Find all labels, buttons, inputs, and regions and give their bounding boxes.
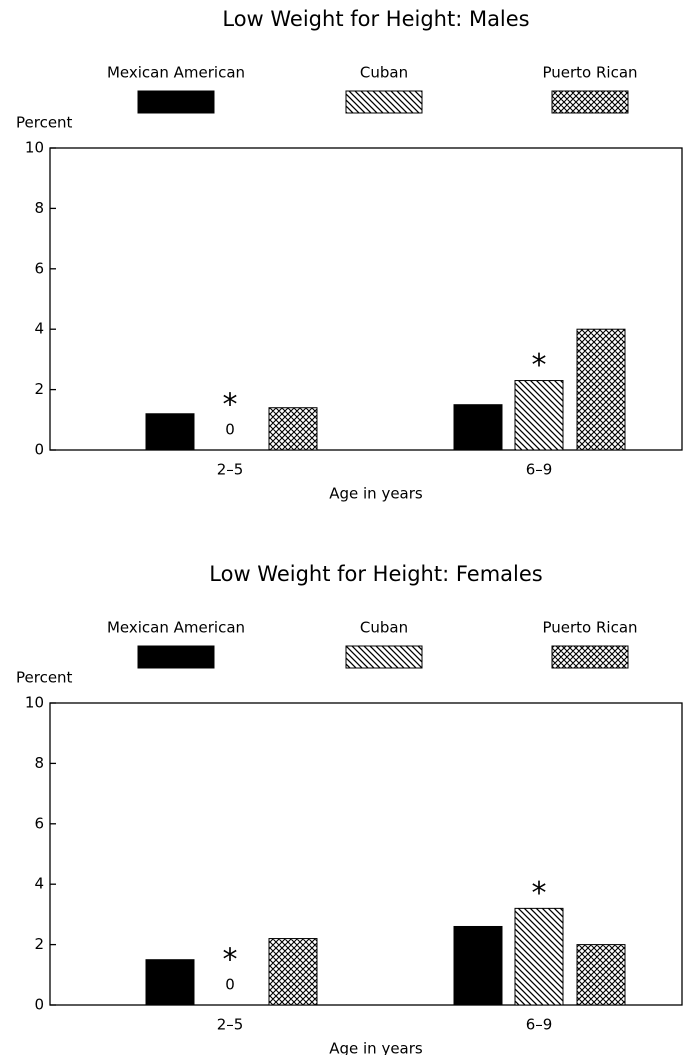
y-tick-label: 0 (34, 441, 44, 459)
plot-frame (49, 147, 683, 451)
y-axis-label: Percent (16, 114, 73, 132)
bar (453, 925, 503, 1006)
legend-label: Cuban (360, 619, 408, 637)
y-tick-label: 8 (34, 199, 44, 217)
x-tick-label: 6–9 (526, 461, 553, 479)
bar (268, 407, 318, 451)
chart-title: Low Weight for Height: Females (209, 562, 542, 586)
y-tick-label: 4 (34, 320, 44, 338)
legend-label: Puerto Rican (542, 64, 637, 82)
annotation-marker: * (532, 876, 547, 911)
annotation-marker: * (223, 388, 238, 423)
y-tick-label: 10 (25, 694, 44, 712)
x-tick-label: 2–5 (217, 1016, 244, 1034)
y-tick-label: 2 (34, 380, 44, 398)
plot-frame (49, 702, 683, 1006)
chart-title: Low Weight for Height: Males (222, 7, 529, 31)
value-label: 0 (225, 421, 235, 439)
y-axis-label: Percent (16, 669, 73, 687)
y-tick-label: 10 (25, 139, 44, 157)
annotation-marker: * (223, 943, 238, 978)
legend-swatch (137, 645, 215, 669)
bar (453, 404, 503, 451)
legend-label: Cuban (360, 64, 408, 82)
y-tick-label: 2 (34, 935, 44, 953)
bar (514, 380, 564, 451)
legend-label: Mexican American (107, 619, 245, 637)
legend-swatch (551, 645, 629, 669)
x-axis-label: Age in years (329, 1040, 423, 1055)
y-tick-label: 0 (34, 996, 44, 1014)
legend-swatch (137, 90, 215, 114)
y-tick-label: 4 (34, 875, 44, 893)
bar (514, 907, 564, 1006)
annotation-marker: * (532, 348, 547, 383)
bar (576, 944, 626, 1006)
legend-label: Puerto Rican (542, 619, 637, 637)
x-tick-label: 6–9 (526, 1016, 553, 1034)
y-tick-label: 6 (34, 814, 44, 832)
legend-label: Mexican American (107, 64, 245, 82)
legend-swatch (345, 645, 423, 669)
y-tick-label: 6 (34, 259, 44, 277)
bar (576, 328, 626, 451)
legend-swatch (551, 90, 629, 114)
legend-swatch (345, 90, 423, 114)
value-label: 0 (225, 976, 235, 994)
bar (145, 959, 195, 1006)
x-tick-label: 2–5 (217, 461, 244, 479)
y-tick-label: 8 (34, 754, 44, 772)
bar (145, 413, 195, 451)
bar (268, 938, 318, 1006)
x-axis-label: Age in years (329, 485, 423, 503)
